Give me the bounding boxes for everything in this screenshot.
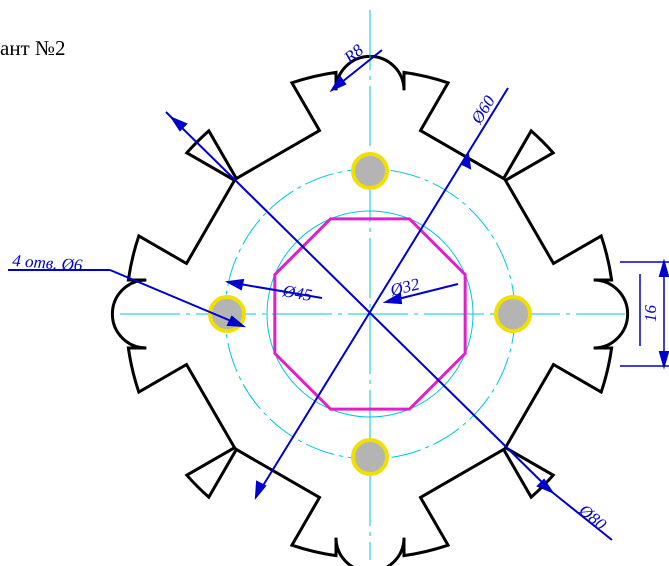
inner-circle [266,210,474,418]
arrowhead [224,278,245,291]
arrowhead [169,115,188,132]
drawing-title: ант №2 [0,36,66,60]
gear-outline [110,54,630,566]
slot-width-label: 16 [641,305,660,323]
d32-label: Ø32 [387,274,421,300]
r8-label: R8 [340,40,368,68]
mounting-hole [494,295,532,333]
arrowhead [382,292,403,305]
d80-leader [551,491,613,541]
d80-line [171,117,553,493]
octagon-cutout [273,217,467,411]
dimension-lines [8,49,669,541]
d45-leader [227,281,323,299]
arrowhead [329,75,347,93]
mounting-hole [351,152,389,190]
arrowhead [254,480,267,501]
arrowhead [226,315,247,328]
holes-leader [109,269,244,327]
arrowhead [536,478,555,495]
mounting-holes [208,152,532,476]
arrowhead [658,258,669,277]
d45-label: Ø45 [280,281,313,305]
mounting-hole [351,438,389,476]
arrowhead [658,351,669,370]
holes-label: 4 отв. Ø6 [12,251,84,275]
arrowhead [460,151,472,170]
d80-label: Ø80 [575,500,611,534]
